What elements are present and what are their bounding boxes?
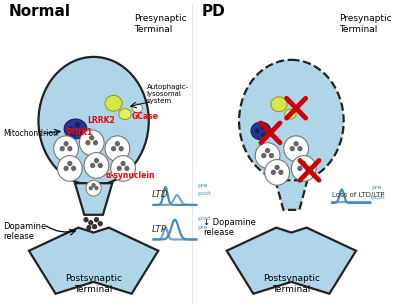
Text: Postsynaptic
Terminal: Postsynaptic Terminal bbox=[65, 274, 122, 294]
Text: Normal: Normal bbox=[9, 5, 71, 20]
Text: Presynaptic
Terminal: Presynaptic Terminal bbox=[339, 14, 391, 34]
Text: PINK1: PINK1 bbox=[66, 128, 92, 137]
Circle shape bbox=[275, 165, 279, 169]
Circle shape bbox=[95, 187, 98, 190]
Text: LTD: LTD bbox=[152, 190, 168, 199]
Circle shape bbox=[68, 147, 72, 151]
Polygon shape bbox=[29, 228, 158, 294]
Circle shape bbox=[115, 142, 119, 146]
Circle shape bbox=[92, 184, 95, 187]
Circle shape bbox=[111, 156, 136, 181]
Ellipse shape bbox=[239, 60, 344, 182]
Circle shape bbox=[77, 131, 81, 135]
Circle shape bbox=[269, 154, 273, 158]
Ellipse shape bbox=[119, 109, 131, 120]
Text: pre: pre bbox=[197, 183, 208, 188]
Text: GCase: GCase bbox=[132, 112, 158, 121]
Text: pre: pre bbox=[371, 185, 382, 190]
Circle shape bbox=[68, 162, 72, 165]
Circle shape bbox=[262, 154, 266, 158]
Circle shape bbox=[89, 221, 93, 225]
Ellipse shape bbox=[271, 97, 287, 112]
Ellipse shape bbox=[251, 122, 271, 140]
Circle shape bbox=[86, 180, 101, 196]
Text: Postsynaptic
Terminal: Postsynaptic Terminal bbox=[263, 274, 320, 294]
Circle shape bbox=[95, 159, 98, 163]
Text: Presynaptic
Terminal: Presynaptic Terminal bbox=[134, 14, 187, 34]
Circle shape bbox=[271, 170, 275, 174]
Circle shape bbox=[298, 167, 302, 170]
Text: post: post bbox=[197, 216, 211, 221]
Text: post: post bbox=[197, 191, 211, 196]
Circle shape bbox=[125, 167, 129, 170]
Polygon shape bbox=[75, 183, 112, 215]
Circle shape bbox=[290, 147, 294, 151]
Circle shape bbox=[98, 222, 102, 226]
Circle shape bbox=[261, 125, 265, 129]
Circle shape bbox=[71, 132, 76, 136]
Circle shape bbox=[75, 123, 79, 127]
Circle shape bbox=[89, 187, 92, 190]
Circle shape bbox=[121, 162, 125, 165]
Circle shape bbox=[306, 167, 310, 170]
Circle shape bbox=[105, 136, 130, 162]
Circle shape bbox=[262, 133, 266, 137]
Circle shape bbox=[255, 143, 280, 168]
Text: Mitochondrion: Mitochondrion bbox=[3, 129, 58, 138]
Text: ↓ Dopamine
release: ↓ Dopamine release bbox=[203, 218, 256, 237]
Text: α-synuclein: α-synuclein bbox=[106, 171, 156, 180]
Circle shape bbox=[95, 218, 98, 222]
Circle shape bbox=[87, 226, 91, 230]
Circle shape bbox=[86, 141, 90, 145]
Circle shape bbox=[84, 152, 109, 178]
Circle shape bbox=[69, 127, 73, 131]
Ellipse shape bbox=[132, 104, 143, 113]
Text: Dopamine
release: Dopamine release bbox=[3, 222, 47, 241]
Circle shape bbox=[265, 160, 290, 185]
Circle shape bbox=[79, 130, 104, 156]
Circle shape bbox=[255, 129, 259, 133]
Circle shape bbox=[119, 147, 123, 151]
Text: LRRK2: LRRK2 bbox=[87, 116, 115, 125]
Ellipse shape bbox=[285, 109, 296, 119]
Circle shape bbox=[91, 163, 95, 167]
Circle shape bbox=[298, 147, 302, 151]
Circle shape bbox=[292, 156, 316, 181]
Circle shape bbox=[284, 136, 308, 162]
Circle shape bbox=[117, 167, 121, 170]
Text: Autophagic-
lysosomal
system: Autophagic- lysosomal system bbox=[147, 84, 189, 103]
Circle shape bbox=[93, 141, 97, 145]
Circle shape bbox=[279, 170, 283, 174]
Text: Loss of LTD/LTP: Loss of LTD/LTP bbox=[332, 192, 385, 198]
Circle shape bbox=[294, 142, 298, 146]
Circle shape bbox=[72, 167, 75, 170]
Ellipse shape bbox=[64, 119, 87, 139]
Polygon shape bbox=[227, 228, 356, 294]
Ellipse shape bbox=[105, 95, 122, 111]
Circle shape bbox=[84, 218, 88, 222]
Circle shape bbox=[64, 142, 68, 146]
Circle shape bbox=[302, 162, 306, 165]
Circle shape bbox=[111, 147, 115, 151]
Text: post: post bbox=[371, 195, 385, 200]
Text: LTP: LTP bbox=[152, 224, 167, 234]
Circle shape bbox=[60, 147, 64, 151]
Circle shape bbox=[98, 163, 102, 167]
Circle shape bbox=[266, 149, 269, 152]
Polygon shape bbox=[275, 180, 307, 210]
Text: PD: PD bbox=[202, 5, 226, 20]
Text: pre: pre bbox=[197, 224, 208, 230]
Circle shape bbox=[90, 136, 93, 140]
Ellipse shape bbox=[38, 57, 149, 185]
Circle shape bbox=[93, 225, 97, 229]
Circle shape bbox=[57, 156, 82, 181]
Circle shape bbox=[64, 167, 68, 170]
Circle shape bbox=[54, 136, 79, 162]
